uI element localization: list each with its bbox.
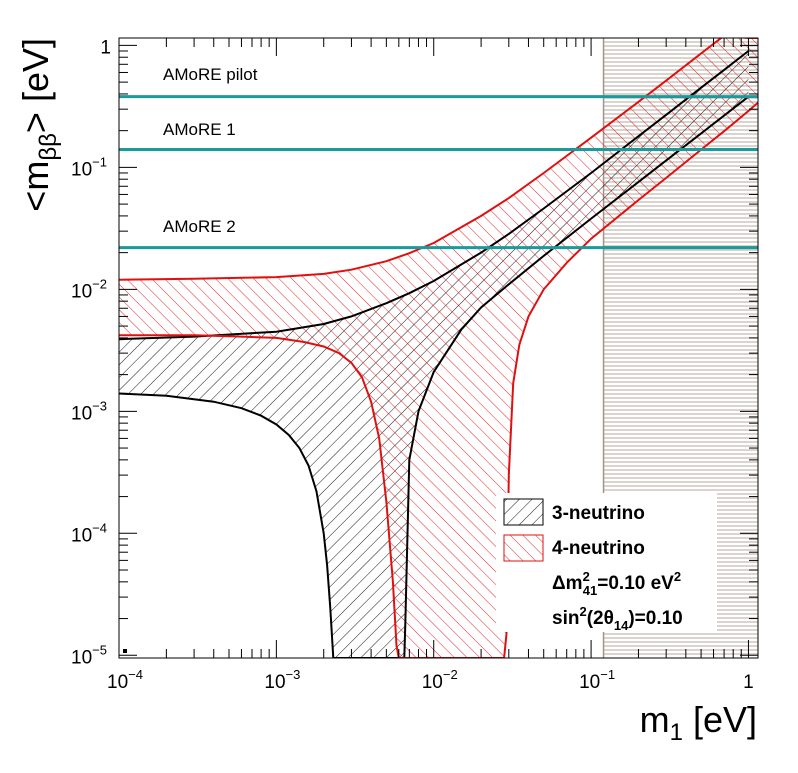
x-axis-title: m1 [eV] [640, 699, 757, 746]
x-tick-label-3: 10−1 [579, 667, 615, 693]
band-fill-4nu [119, 38, 758, 658]
tick-labels: 10−4 10−3 10−2 10−1 110−510−410−310−210−11 [71, 37, 754, 693]
legend-sin-value: )=0.10 [628, 608, 682, 629]
y-axis-title: <mββ> [eV] [15, 38, 62, 212]
y-tick-label-3-base: 10 [71, 281, 92, 302]
y-tick-label-2-base: 10 [71, 403, 92, 424]
plot-frame [118, 37, 759, 659]
legend: 3-neutrino 4-neutrino Δm2 41=0.10 eV2 sin… [496, 493, 717, 633]
band-upper-4nu [119, 38, 758, 281]
legend-dm2-value: =0.10 eV [597, 573, 674, 594]
x-axis-title-main: m [640, 699, 670, 740]
origin-marker [123, 649, 127, 653]
x-tick-label-2-exp: −2 [443, 667, 458, 682]
x-tick-label-2-base: 10 [422, 672, 443, 693]
y-tick-label-5-base: 1 [100, 37, 111, 58]
y-tick-label-3: 10−2 [71, 276, 107, 302]
y-tick-label-0: 10−5 [71, 642, 107, 668]
y-axis-title-main: <m [15, 161, 56, 212]
legend-label-4nu: 4-neutrino [552, 538, 645, 559]
axis-ticks [118, 38, 758, 658]
y-tick-label-4: 10−1 [71, 154, 107, 180]
y-tick-label-1-base: 10 [71, 525, 92, 546]
x-axis-title-sub: 1 [670, 719, 683, 746]
band-upper-3nu [119, 50, 750, 341]
x-tick-label-3-exp: −1 [600, 667, 615, 682]
legend-dm2-value-sup: 2 [674, 569, 681, 584]
y-axis-title-unit: > [eV] [15, 38, 56, 133]
sensitivity-labels: AMoRE pilot AMoRE 1 AMoRE 2 [163, 65, 258, 236]
x-tick-label-3-base: 10 [579, 672, 600, 693]
sensitivity-label-amore2: AMoRE 2 [163, 217, 236, 236]
y-tick-label-3-exp: −2 [92, 276, 107, 291]
legend-dm2-prefix: Δm [552, 573, 583, 594]
legend-param-sin: sin2(2θ14)=0.10 [552, 604, 683, 633]
y-axis-title-sub: ββ [35, 133, 62, 161]
sensitivity-label-pilot: AMoRE pilot [163, 65, 258, 84]
x-tick-label-0-base: 10 [107, 672, 128, 693]
y-tick-label-4-base: 10 [71, 159, 92, 180]
x-tick-label-2: 10−2 [422, 667, 458, 693]
y-tick-label-2: 10−3 [71, 398, 107, 424]
x-axis-title-unit: [eV] [683, 699, 757, 740]
x-tick-label-1-exp: −3 [286, 667, 301, 682]
legend-swatch-4nu [503, 534, 544, 562]
sensitivity-label-amore1: AMoRE 1 [163, 120, 236, 139]
y-tick-label-5: 1 [100, 37, 111, 58]
legend-swatch-3nu [503, 498, 544, 526]
legend-param-dm2: Δm2 41=0.10 eV2 [552, 569, 681, 598]
legend-sin-sub: 14 [614, 618, 629, 633]
band-lower-3nu [119, 95, 750, 658]
legend-sin-sup: 2 [579, 604, 586, 619]
legend-dm2-sup: 2 [583, 569, 590, 584]
y-tick-label-4-exp: −1 [92, 154, 107, 169]
x-tick-label-4-base: 1 [743, 672, 754, 693]
x-tick-label-1: 10−3 [264, 667, 300, 693]
x-tick-label-4: 1 [743, 672, 754, 693]
y-tick-label-1: 10−4 [71, 520, 107, 546]
sensitivity-lines [119, 95, 758, 250]
x-tick-label-0-exp: −4 [128, 667, 143, 682]
legend-sin-prefix: sin [552, 608, 579, 629]
y-tick-label-0-base: 10 [71, 647, 92, 668]
legend-sin-mid: (2θ [587, 608, 614, 629]
x-tick-label-0: 10−4 [107, 667, 143, 693]
legend-label-3nu: 3-neutrino [552, 503, 645, 524]
y-tick-label-1-exp: −4 [92, 520, 107, 535]
x-tick-label-1-base: 10 [264, 672, 285, 693]
y-tick-label-0-exp: −5 [92, 642, 107, 657]
legend-dm2-sub: 41 [583, 583, 597, 598]
y-tick-label-2-exp: −3 [92, 398, 107, 413]
